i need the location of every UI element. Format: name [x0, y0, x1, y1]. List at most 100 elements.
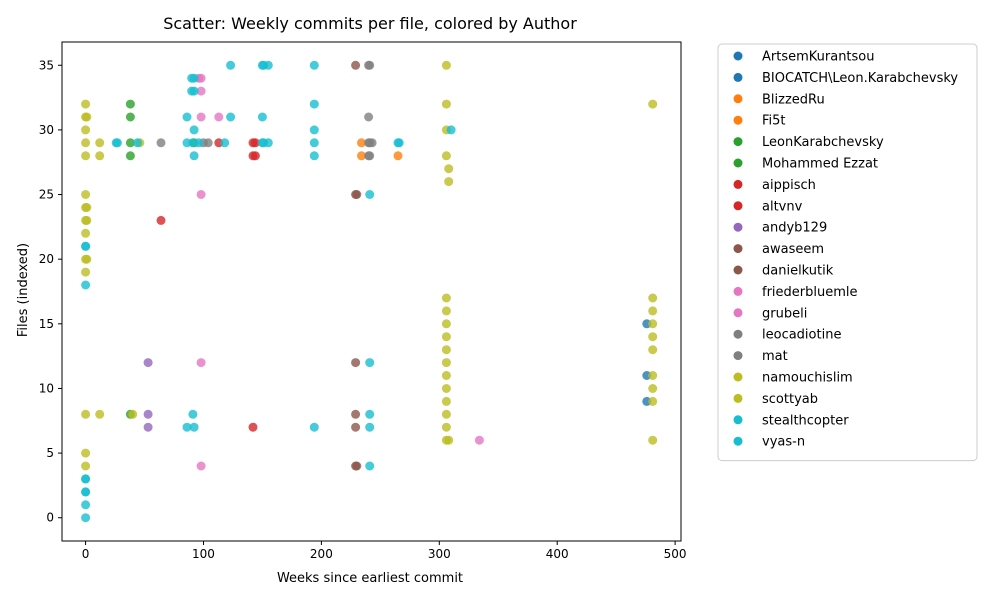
y-tick-label: 20: [39, 252, 54, 266]
legend-label: stealthcopter: [762, 413, 849, 428]
data-point: [189, 422, 199, 432]
legend-marker: [733, 436, 743, 446]
y-tick-label: 30: [39, 123, 54, 137]
data-point: [82, 112, 92, 122]
legend-label: friederbluemle: [762, 285, 858, 300]
x-tick-label: 0: [82, 547, 90, 561]
legend-marker: [733, 351, 743, 361]
y-tick-label: 35: [39, 58, 54, 72]
data-point: [112, 138, 122, 148]
data-point: [648, 319, 658, 329]
data-point: [81, 125, 91, 135]
legend-label: Fi5t: [762, 114, 786, 129]
data-point: [188, 409, 198, 419]
data-point: [82, 215, 92, 225]
chart-title: Scatter: Weekly commits per file, colore…: [163, 14, 577, 33]
data-point: [156, 215, 166, 225]
data-point: [182, 112, 192, 122]
data-point: [143, 422, 153, 432]
x-tick-label: 100: [192, 547, 215, 561]
data-point: [81, 474, 91, 484]
data-point: [365, 461, 375, 471]
data-point: [143, 409, 153, 419]
data-point: [309, 422, 319, 432]
data-point: [259, 138, 269, 148]
data-point: [648, 345, 658, 355]
data-point: [441, 151, 451, 161]
axes: 0 100 200 300 400 500 0 5 10 15 20 25 30 35: [39, 41, 687, 561]
data-point: [441, 358, 451, 368]
data-point: [351, 422, 361, 432]
legend-marker: [733, 415, 743, 425]
data-point: [196, 86, 206, 96]
data-point: [441, 345, 451, 355]
data-point: [357, 138, 366, 148]
legend-marker: [733, 94, 743, 104]
data-point: [441, 99, 451, 109]
data-point: [474, 435, 484, 445]
data-point: [214, 112, 224, 122]
plot-area: [81, 60, 658, 523]
legend-marker: [733, 137, 743, 147]
data-point: [128, 409, 138, 419]
y-axis-label: Files (indexed): [16, 243, 31, 337]
data-point: [441, 319, 451, 329]
legend-marker: [733, 158, 743, 168]
data-point: [203, 138, 213, 148]
data-point: [364, 112, 374, 122]
legend-label: namouchislim: [762, 371, 853, 386]
data-point: [81, 461, 91, 471]
y-tick-label: 0: [46, 511, 54, 525]
legend-box: [717, 43, 978, 462]
data-point: [444, 164, 454, 174]
data-point: [393, 151, 403, 161]
data-point: [81, 500, 91, 510]
data-point: [351, 409, 361, 419]
data-point: [250, 138, 260, 148]
data-point: [220, 138, 230, 148]
data-point: [81, 151, 91, 161]
data-point: [648, 99, 658, 109]
data-point: [125, 99, 135, 109]
x-tick-label: 400: [546, 547, 569, 561]
data-point: [441, 332, 451, 342]
data-point: [309, 99, 319, 109]
data-point: [365, 60, 375, 70]
legend-marker: [733, 329, 743, 339]
legend-label: leocadiotine: [762, 328, 841, 343]
legend-label: awaseem: [762, 242, 824, 257]
data-point: [365, 409, 375, 419]
data-point: [133, 138, 142, 148]
data-point: [81, 513, 91, 523]
data-point: [352, 190, 362, 199]
legend-marker: [733, 372, 743, 382]
data-point: [81, 280, 91, 290]
x-tick-label: 200: [310, 547, 333, 561]
data-point: [357, 151, 366, 161]
data-point: [352, 461, 362, 471]
data-point: [226, 60, 236, 70]
data-point: [125, 112, 135, 122]
data-point: [196, 190, 206, 199]
data-point: [248, 422, 258, 432]
data-point: [259, 60, 269, 70]
data-point: [189, 73, 199, 83]
y-tick-label: 5: [46, 446, 54, 460]
data-point: [81, 448, 91, 458]
data-point: [648, 371, 658, 380]
data-point: [196, 112, 206, 122]
legend-label: vyas-n: [762, 435, 805, 450]
data-point: [182, 422, 192, 432]
legend: ArtsemKurantsou BIOCATCH\Leon.Karabchevsk…: [717, 43, 978, 462]
data-point: [95, 138, 105, 148]
data-point: [196, 358, 206, 368]
data-point: [125, 151, 135, 161]
x-tick-label: 500: [664, 547, 687, 561]
data-point: [81, 241, 91, 251]
legend-marker: [733, 222, 743, 232]
legend-marker: [733, 72, 743, 82]
data-point: [444, 435, 454, 445]
data-point: [648, 332, 658, 342]
data-point: [648, 293, 658, 303]
data-point: [257, 112, 267, 122]
